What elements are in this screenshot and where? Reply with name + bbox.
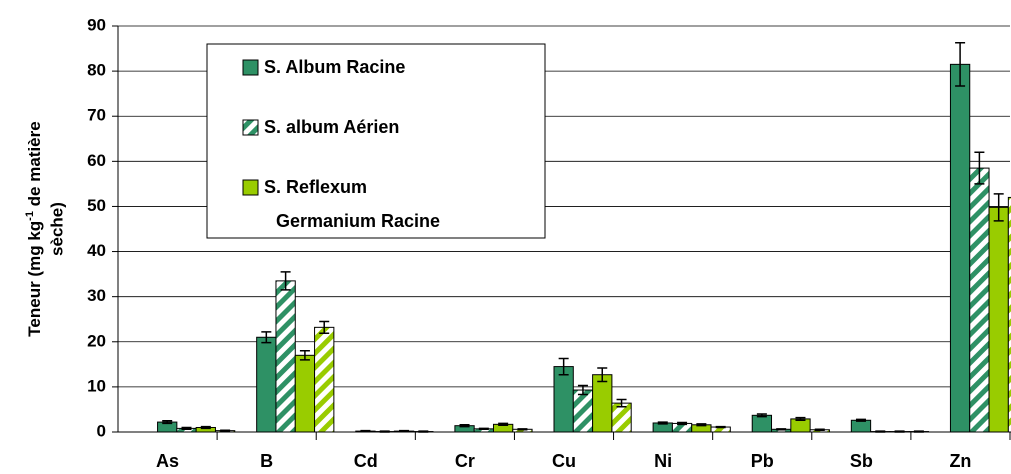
- bar: [294, 354, 316, 433]
- bar: [256, 336, 277, 433]
- error-bar: [261, 331, 272, 344]
- error-bar: [696, 423, 707, 427]
- y-label-part: -1: [24, 211, 36, 221]
- error-bar: [955, 41, 966, 87]
- error-bar: [280, 271, 291, 291]
- y-tick-label: 10: [87, 376, 106, 395]
- y-axis-label: sèche): [47, 202, 66, 256]
- x-tick-label: Zn: [949, 451, 971, 471]
- bar: [314, 326, 335, 433]
- error-bar: [795, 416, 806, 422]
- error-bar: [200, 425, 211, 430]
- error-bar: [459, 424, 470, 428]
- error-bar: [974, 151, 985, 185]
- y-tick-label: 50: [87, 196, 106, 215]
- bar: [275, 280, 296, 433]
- y-axis-label: Teneur (mg kg-1 de matière: [24, 121, 45, 336]
- error-bar: [616, 398, 627, 408]
- error-bar: [299, 350, 310, 361]
- y-tick-label: 80: [87, 61, 106, 80]
- legend-box: [206, 43, 546, 239]
- legend-label: S. album Aérien: [264, 117, 399, 137]
- y-tick-label: 30: [87, 286, 106, 305]
- y-tick-label: 40: [87, 241, 106, 260]
- error-bar: [756, 413, 767, 418]
- error-bar: [993, 193, 1004, 222]
- error-bar: [657, 421, 668, 425]
- x-tick-label: Pb: [751, 451, 774, 471]
- bar: [949, 63, 971, 433]
- y-tick-label: 60: [87, 151, 106, 170]
- x-tick-label: Cr: [455, 451, 475, 471]
- y-tick-label: 20: [87, 331, 106, 350]
- x-tick-label: Cu: [552, 451, 576, 471]
- bar: [553, 366, 574, 433]
- error-bar: [597, 367, 608, 383]
- y-label-part: de matière: [25, 121, 44, 211]
- x-tick-label: Ni: [654, 451, 672, 471]
- error-bar: [677, 421, 688, 426]
- error-bar: [360, 429, 371, 433]
- error-bar: [517, 428, 528, 431]
- legend-line: Germanium Racine: [276, 211, 440, 231]
- error-bar: [220, 429, 231, 432]
- error-bar: [855, 418, 866, 422]
- legend-line: S. Reflexum: [264, 177, 367, 197]
- legend-label: S. Album Racine: [264, 57, 405, 77]
- bar: [969, 167, 990, 433]
- bar: [572, 389, 594, 433]
- error-bar: [181, 426, 192, 431]
- error-bar: [399, 429, 410, 433]
- error-bar: [776, 428, 787, 431]
- y-tick-label: 70: [87, 106, 106, 125]
- x-tick-label: Cd: [354, 451, 378, 471]
- x-tick-label: Sb: [850, 451, 873, 471]
- legend-swatch: [242, 59, 259, 76]
- error-bar: [715, 425, 726, 429]
- legend-swatch: [242, 179, 259, 196]
- error-bar: [498, 422, 509, 426]
- error-bar: [558, 357, 569, 376]
- y-tick-label: 0: [97, 421, 106, 440]
- error-bar: [319, 320, 330, 334]
- error-bar: [577, 384, 588, 396]
- legend-label: S. Reflexum Germanium Racine: [264, 177, 440, 231]
- x-tick-label: B: [260, 451, 273, 471]
- legend-swatch: [242, 119, 259, 136]
- bar: [1007, 196, 1011, 433]
- error-bar: [814, 428, 825, 431]
- bar: [850, 419, 872, 433]
- bar: [988, 206, 1009, 433]
- bar: [751, 414, 773, 433]
- bar: [592, 374, 613, 433]
- error-bar: [162, 419, 173, 425]
- x-tick-label: As: [156, 451, 179, 471]
- y-tick-label: 90: [87, 15, 106, 34]
- error-bar: [478, 427, 489, 431]
- y-label-part: Teneur (mg kg: [25, 221, 44, 337]
